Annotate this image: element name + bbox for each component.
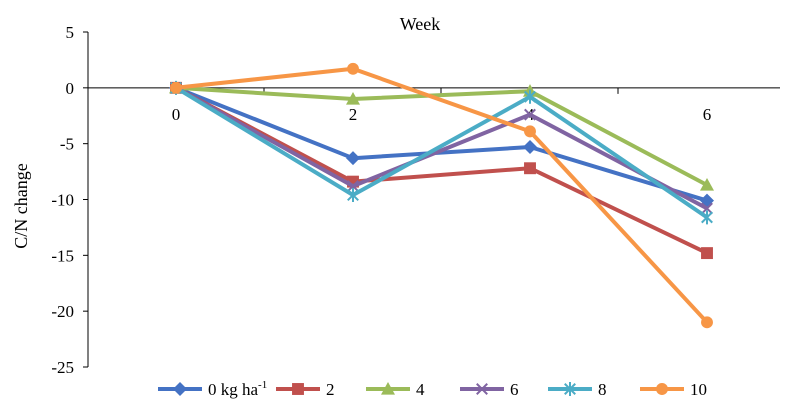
y-tick-label: -10 (51, 191, 74, 210)
legend-label: 6 (510, 380, 519, 399)
data-point-marker (347, 188, 359, 203)
data-point-marker (524, 125, 536, 138)
data-point-marker (381, 382, 395, 395)
legend-label: 10 (690, 380, 707, 399)
legend-label: 4 (416, 380, 425, 399)
series-line (175, 85, 708, 203)
data-point-marker (346, 92, 360, 105)
series-line (174, 86, 709, 220)
legend-label: 8 (598, 380, 607, 399)
legend-item: 6 (460, 380, 519, 399)
data-point-marker (564, 382, 576, 396)
data-point-marker (701, 247, 713, 260)
legend-item: 10 (640, 380, 707, 399)
data-point-marker (700, 177, 714, 191)
data-point-marker (701, 202, 713, 215)
data-point-marker (524, 162, 536, 175)
x-tick-label: 2 (349, 105, 358, 124)
data-point-marker (170, 81, 182, 94)
legend-item: 2 (276, 380, 335, 399)
legend-item: 0 kg ha-1 (158, 379, 267, 399)
y-axis-title: C/N change (11, 163, 31, 248)
legend-item: 4 (366, 380, 425, 399)
y-tick-label: -5 (60, 135, 74, 154)
legend-label: 0 kg ha-1 (208, 379, 267, 399)
x-axis-title: Week (400, 14, 441, 34)
x-tick-label: 0 (172, 105, 181, 124)
legend-item: 8 (548, 380, 607, 399)
axes: 50-5-10-15-20-250 2 4 6 (51, 23, 780, 377)
data-point-marker (347, 180, 359, 193)
data-point-marker (523, 140, 537, 155)
legend-label: 2 (326, 380, 335, 399)
legend: 0 kg ha-1 2 4 6 8 10 (158, 379, 707, 399)
series-line (175, 66, 709, 324)
y-tick-label: 0 (66, 79, 75, 98)
data-point-marker (524, 108, 536, 121)
data-point-marker (173, 382, 187, 396)
data-point-marker (701, 210, 713, 225)
series-line (175, 86, 708, 211)
data-point-marker (524, 89, 536, 104)
data-point-marker (656, 383, 668, 395)
series-line (175, 86, 708, 255)
series-layer (169, 62, 714, 329)
data-point-marker (346, 151, 360, 166)
data-point-marker (347, 175, 359, 188)
y-tick-label: -25 (51, 358, 74, 377)
data-point-marker (476, 383, 488, 395)
data-point-marker (701, 316, 713, 329)
data-point-marker (292, 383, 304, 395)
series-line (175, 85, 708, 187)
y-tick-label: -20 (51, 302, 74, 321)
series-10 (170, 62, 713, 329)
x-tick-label: 6 (703, 105, 712, 124)
y-tick-label: -15 (51, 246, 74, 265)
y-tick-label: 5 (66, 23, 75, 42)
data-point-marker (347, 62, 359, 75)
